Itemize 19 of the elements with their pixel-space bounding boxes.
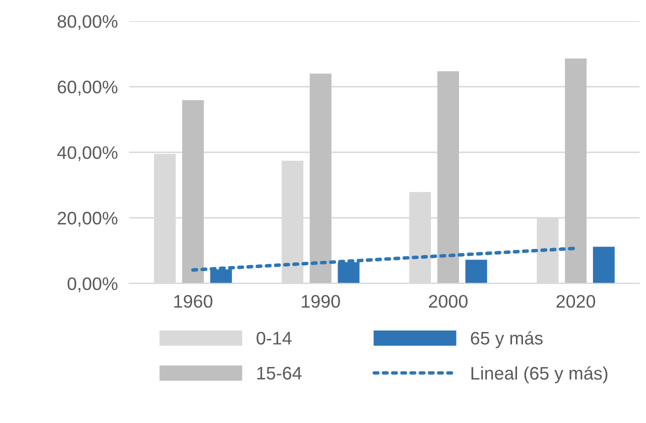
legend-label: 15-64 xyxy=(257,366,302,380)
legend-label: Lineal (65 y más) xyxy=(472,366,608,384)
y-tick-label: 40,00% xyxy=(57,146,118,162)
x-tick-label: 2000 xyxy=(428,295,468,308)
x-tick-label: 1960 xyxy=(174,295,212,308)
bar xyxy=(564,58,587,284)
legend-label: 0-14 xyxy=(256,332,292,345)
y-tick-label: 60,00% xyxy=(58,80,118,96)
x-tick-label: 2020 xyxy=(556,295,596,308)
y-tick-label: 20,00% xyxy=(58,212,118,227)
bar xyxy=(182,100,204,284)
bar xyxy=(465,260,488,284)
legend-label: 65 y más xyxy=(470,331,543,348)
bar xyxy=(310,74,332,284)
x-tick-label: 1990 xyxy=(302,295,340,308)
y-tick-label: 80,00% xyxy=(58,15,118,30)
y-tick-label: 0,00% xyxy=(68,277,118,292)
bar xyxy=(437,71,460,284)
bar xyxy=(592,246,615,284)
